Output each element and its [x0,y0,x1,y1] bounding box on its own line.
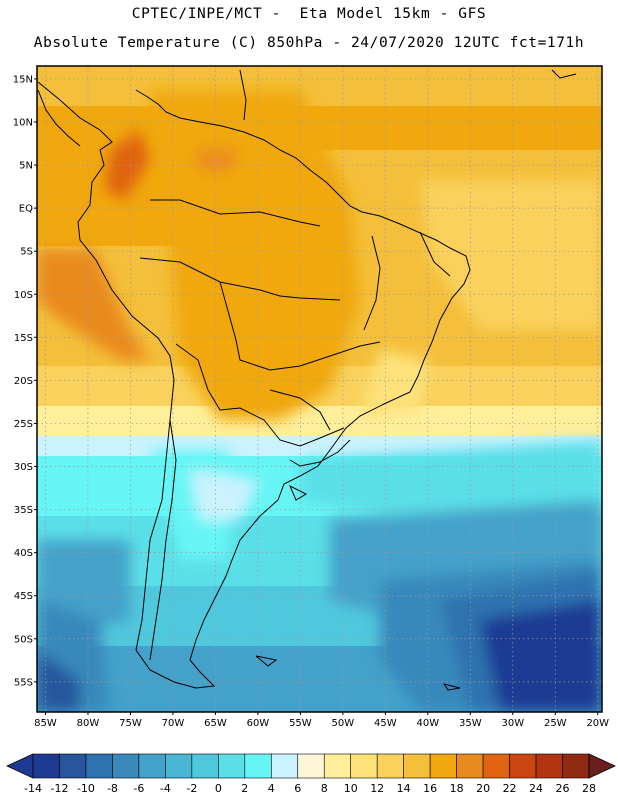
colorbar-swatch [59,753,87,779]
colorbar-swatch [244,753,272,779]
lat-label: 10N [13,117,33,128]
colorbar-label: -12 [50,782,68,795]
lon-label: 65W [204,718,227,729]
lon-label: 50W [332,718,355,729]
lon-label: 25W [544,718,567,729]
lat-label: EQ [19,204,33,215]
colorbar-label: 0 [215,782,222,795]
colorbar-swatch [297,753,325,779]
colorbar-label: 24 [529,782,543,795]
lat-label: 55S [14,677,33,688]
colorbar [6,753,616,779]
lon-label: 75W [119,718,142,729]
colorbar-swatch [270,753,299,779]
colorbar-label: 26 [556,782,570,795]
colorbar-swatch [562,753,590,779]
colorbar-label: 18 [450,782,464,795]
lon-label: 80W [77,718,100,729]
colorbar-label: 28 [582,782,596,795]
colorbar-label: 22 [503,782,517,795]
lat-label: 35S [14,505,33,516]
lon-label: 40W [417,718,440,729]
colorbar-swatch [509,753,537,779]
colorbar-swatch [218,753,246,779]
colorbar-swatch [323,753,352,779]
longitude-labels: 85W 80W 75W 70W 65W 60W 55W 50W 45W 40W 35W 30W 25W 2… [34,712,609,729]
colorbar-under-arrow [6,753,34,779]
title-line-2: Absolute Temperature (C) 850hPa - 24/07/… [33,35,585,51]
colorbar-label: -10 [77,782,95,795]
temperature-field [37,66,602,712]
colorbar-swatch [138,753,166,779]
colorbar-swatch [165,753,193,779]
colorbar-swatch [429,753,457,779]
colorbar-swatch [32,753,60,779]
lon-label: 20W [586,718,609,729]
lat-label: 15S [14,333,33,344]
lat-label: 45S [14,591,33,602]
colorbar-over-arrow [588,753,616,779]
colorbar-swatch [191,753,219,779]
lat-label: 5N [19,161,33,172]
lon-label: 60W [247,718,270,729]
colorbar-label: -2 [186,782,197,795]
colorbar-swatch [112,753,140,779]
colorbar-swatch [350,753,378,779]
latitude-labels: 15N 10N 5N EQ 5S 10S 15S 20S 25S 30S 35S 40S 45S 50S 5… [13,74,37,688]
title-line-1: CPTEC/INPE/MCT - Eta Model 15km - GFS [131,6,487,22]
lon-label: 55W [289,718,312,729]
colorbar-label: 10 [344,782,358,795]
colorbar-swatch [376,753,404,779]
colorbar-label: 20 [476,782,490,795]
lon-label: 30W [501,718,524,729]
colorbar-swatch [482,753,510,779]
lat-label: 5S [20,247,33,258]
colorbar-swatch [403,753,431,779]
colorbar-label: -6 [133,782,144,795]
colorbar-label: -4 [160,782,171,795]
colorbar-label: 4 [268,782,275,795]
lat-label: 10S [14,290,33,301]
colorbar-label: 6 [294,782,301,795]
lat-label: 20S [14,376,33,387]
colorbar-swatch [85,753,113,779]
lon-label: 70W [162,718,185,729]
lon-label: 45W [374,718,397,729]
map-frame [36,65,603,713]
lon-label: 85W [34,718,57,729]
coastlines [37,69,577,691]
lat-label: 25S [14,419,33,430]
colorbar-label: -8 [107,782,118,795]
lat-label: 50S [14,634,33,645]
lat-label: 40S [14,548,33,559]
colorbar-labels: -14 -12 -10 -8 -6 -4 -2 0 2 4 6 8 10 12 14 16 18 20 22 24 26… [24,782,596,795]
colorbar-label: 8 [321,782,328,795]
lon-label: 35W [459,718,482,729]
colorbar-label: 2 [241,782,248,795]
colorbar-swatch [456,753,484,779]
lat-label: 15N [13,74,33,85]
colorbar-label: 12 [370,782,384,795]
colorbar-label: -14 [24,782,42,795]
lat-label: 30S [14,462,33,473]
colorbar-swatch [535,753,563,779]
colorbar-label: 14 [397,782,411,795]
colorbar-label: 16 [423,782,437,795]
